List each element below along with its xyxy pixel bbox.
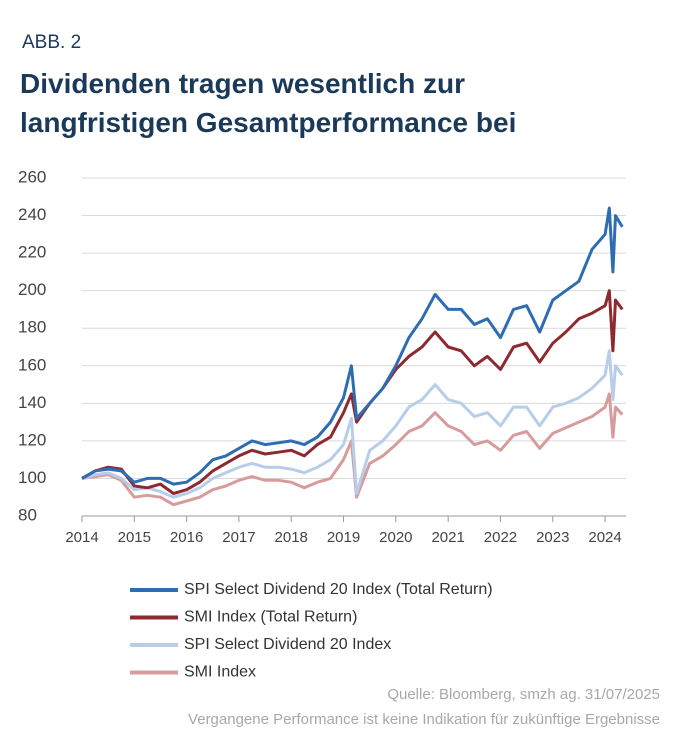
y-tick-label: 220 bbox=[18, 243, 46, 262]
x-tick-label: 2015 bbox=[118, 529, 151, 546]
x-tick-label: 2016 bbox=[170, 529, 203, 546]
legend-label: SMI Index (Total Return) bbox=[184, 609, 357, 626]
series-line bbox=[81, 349, 624, 499]
y-tick-label: 200 bbox=[18, 280, 46, 299]
legend-label: SMI Index bbox=[184, 664, 256, 681]
chart-title: Dividenden tragen wesentlich zur langfri… bbox=[20, 68, 517, 138]
x-tick-label: 2019 bbox=[327, 529, 360, 546]
x-tick-label: 2017 bbox=[222, 529, 255, 546]
x-tick-label: 2022 bbox=[484, 529, 517, 546]
source-note: Quelle: Bloomberg, smzh ag. 31/07/2025 bbox=[387, 686, 660, 703]
x-tick-label: 2018 bbox=[275, 529, 308, 546]
legend-label: SPI Select Dividend 20 Index (Total Retu… bbox=[184, 581, 493, 598]
x-tick-label: 2024 bbox=[588, 529, 621, 546]
y-tick-label: 140 bbox=[18, 393, 46, 412]
source-note: Vergangene Performance ist keine Indikat… bbox=[188, 711, 660, 728]
y-tick-label: 120 bbox=[18, 430, 46, 449]
y-tick-label: 180 bbox=[18, 318, 46, 337]
legend-label: SPI Select Dividend 20 Index bbox=[184, 636, 391, 653]
y-tick-label: 100 bbox=[18, 468, 46, 487]
series-line bbox=[81, 392, 624, 507]
x-tick-label: 2021 bbox=[431, 529, 464, 546]
x-tick-label: 2020 bbox=[379, 529, 412, 546]
y-tick-label: 160 bbox=[18, 355, 46, 374]
y-tick-label: 240 bbox=[18, 205, 46, 224]
series-line bbox=[81, 206, 624, 486]
y-tick-label: 80 bbox=[18, 505, 37, 524]
y-tick-label: 260 bbox=[18, 167, 46, 186]
figure-label: ABB. 2 bbox=[22, 32, 82, 53]
x-tick-label: 2014 bbox=[65, 529, 98, 546]
x-tick-label: 2023 bbox=[536, 529, 569, 546]
